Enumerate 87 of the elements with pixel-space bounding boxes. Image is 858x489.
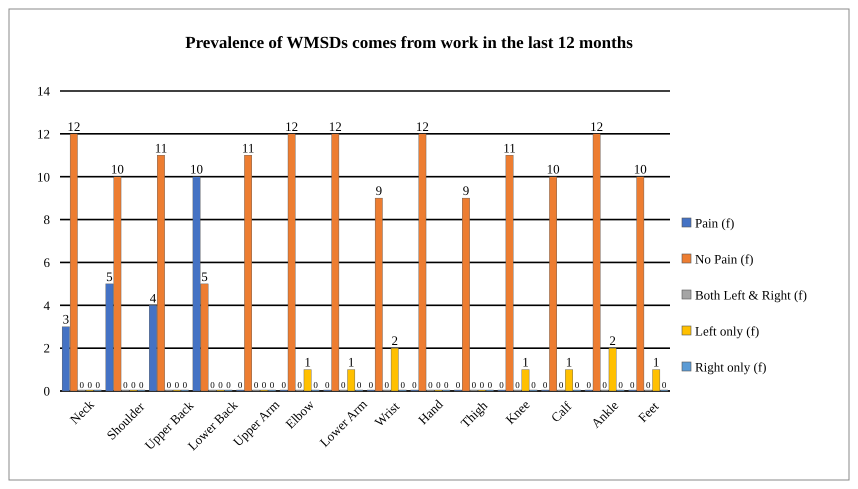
data-label: 11: [503, 140, 516, 156]
data-label: 11: [242, 140, 254, 156]
data-label: 0: [313, 380, 318, 390]
data-label: 2: [392, 333, 398, 348]
chart-title: Prevalence of WMSDs comes from work in the last 12 months: [185, 33, 634, 52]
data-label: 0: [646, 380, 651, 390]
data-label: 0: [531, 380, 536, 390]
legend-label: Right only (f): [695, 360, 766, 375]
data-label: 0: [281, 380, 286, 390]
data-label: 0: [166, 380, 172, 390]
data-label: 0: [499, 380, 504, 390]
legend-label: Both Left & Right (f): [695, 288, 807, 303]
data-label: 10: [546, 162, 560, 177]
data-label: 1: [522, 354, 529, 370]
x-tick-label: Wrist: [371, 398, 402, 430]
data-label: 0: [174, 380, 180, 390]
data-label: 1: [652, 354, 660, 370]
y-tick-label: 10: [37, 169, 50, 184]
y-tick-label: 4: [44, 298, 50, 313]
data-label: 10: [110, 162, 124, 177]
data-label: 9: [376, 183, 382, 198]
data-label: 0: [400, 380, 406, 390]
y-tick-label: 0: [44, 384, 50, 399]
data-label: 12: [67, 118, 80, 134]
data-label: 0: [574, 380, 580, 390]
data-label: 0: [131, 380, 136, 390]
data-label: 0: [88, 380, 93, 390]
data-label: 0: [218, 380, 224, 390]
data-label: 0: [238, 380, 243, 390]
y-tick-label: 6: [44, 254, 50, 270]
data-label: 0: [226, 380, 232, 390]
data-label: 0: [630, 380, 636, 390]
data-label: 0: [95, 380, 100, 390]
data-label: 4: [150, 290, 157, 306]
data-label: 1: [304, 354, 311, 370]
data-label: 3: [62, 312, 70, 327]
data-label: 0: [436, 380, 442, 390]
data-label: 0: [182, 380, 188, 390]
data-label: 0: [618, 380, 624, 390]
data-label: 0: [325, 380, 330, 390]
y-tick-label: 2: [44, 340, 50, 356]
data-label: 0: [472, 380, 477, 390]
data-label: 5: [201, 268, 208, 284]
data-label: 0: [254, 380, 259, 390]
legend-label: Pain (f): [695, 216, 734, 231]
data-label: 10: [634, 162, 647, 177]
data-label: 0: [602, 380, 608, 390]
data-label: 0: [456, 380, 461, 390]
data-label: 0: [368, 380, 374, 390]
x-tick-label: Feet: [635, 398, 662, 426]
data-label: 0: [297, 380, 302, 390]
data-label: 1: [566, 354, 572, 370]
data-label: 0: [444, 380, 450, 390]
data-label: 0: [262, 380, 267, 390]
data-label: 0: [480, 380, 485, 390]
y-tick-label: 14: [37, 84, 50, 99]
data-label: 1: [348, 354, 354, 370]
data-label: 0: [80, 380, 85, 390]
data-label: 0: [139, 380, 144, 390]
data-label: 12: [285, 118, 298, 134]
data-label: 0: [515, 380, 520, 390]
data-label: 5: [106, 268, 113, 284]
data-label: 12: [590, 118, 604, 134]
data-label: 2: [609, 333, 616, 348]
legend-label: No Pain (f): [695, 252, 754, 267]
data-label: 0: [356, 380, 362, 390]
data-label: 0: [662, 380, 667, 390]
x-tick-label: Calf: [548, 398, 575, 426]
data-label: 0: [340, 380, 346, 390]
data-label: 0: [384, 380, 390, 390]
data-label: 12: [328, 118, 342, 134]
data-label: 0: [488, 380, 493, 390]
data-label: 12: [416, 118, 429, 134]
y-tick-label: 12: [37, 126, 50, 142]
legend-label: Left only (f): [695, 324, 760, 339]
data-label: 0: [558, 380, 564, 390]
y-tick-label: 8: [44, 212, 50, 228]
data-label: 9: [462, 183, 470, 198]
data-label: 0: [586, 380, 592, 390]
data-label: 0: [542, 380, 548, 390]
data-label: 0: [210, 380, 216, 390]
data-label: 0: [412, 380, 418, 390]
data-label: 10: [190, 162, 204, 177]
data-label: 0: [270, 380, 275, 390]
data-label: 11: [154, 140, 168, 156]
data-label: 0: [123, 380, 128, 390]
data-label: 0: [428, 380, 434, 390]
